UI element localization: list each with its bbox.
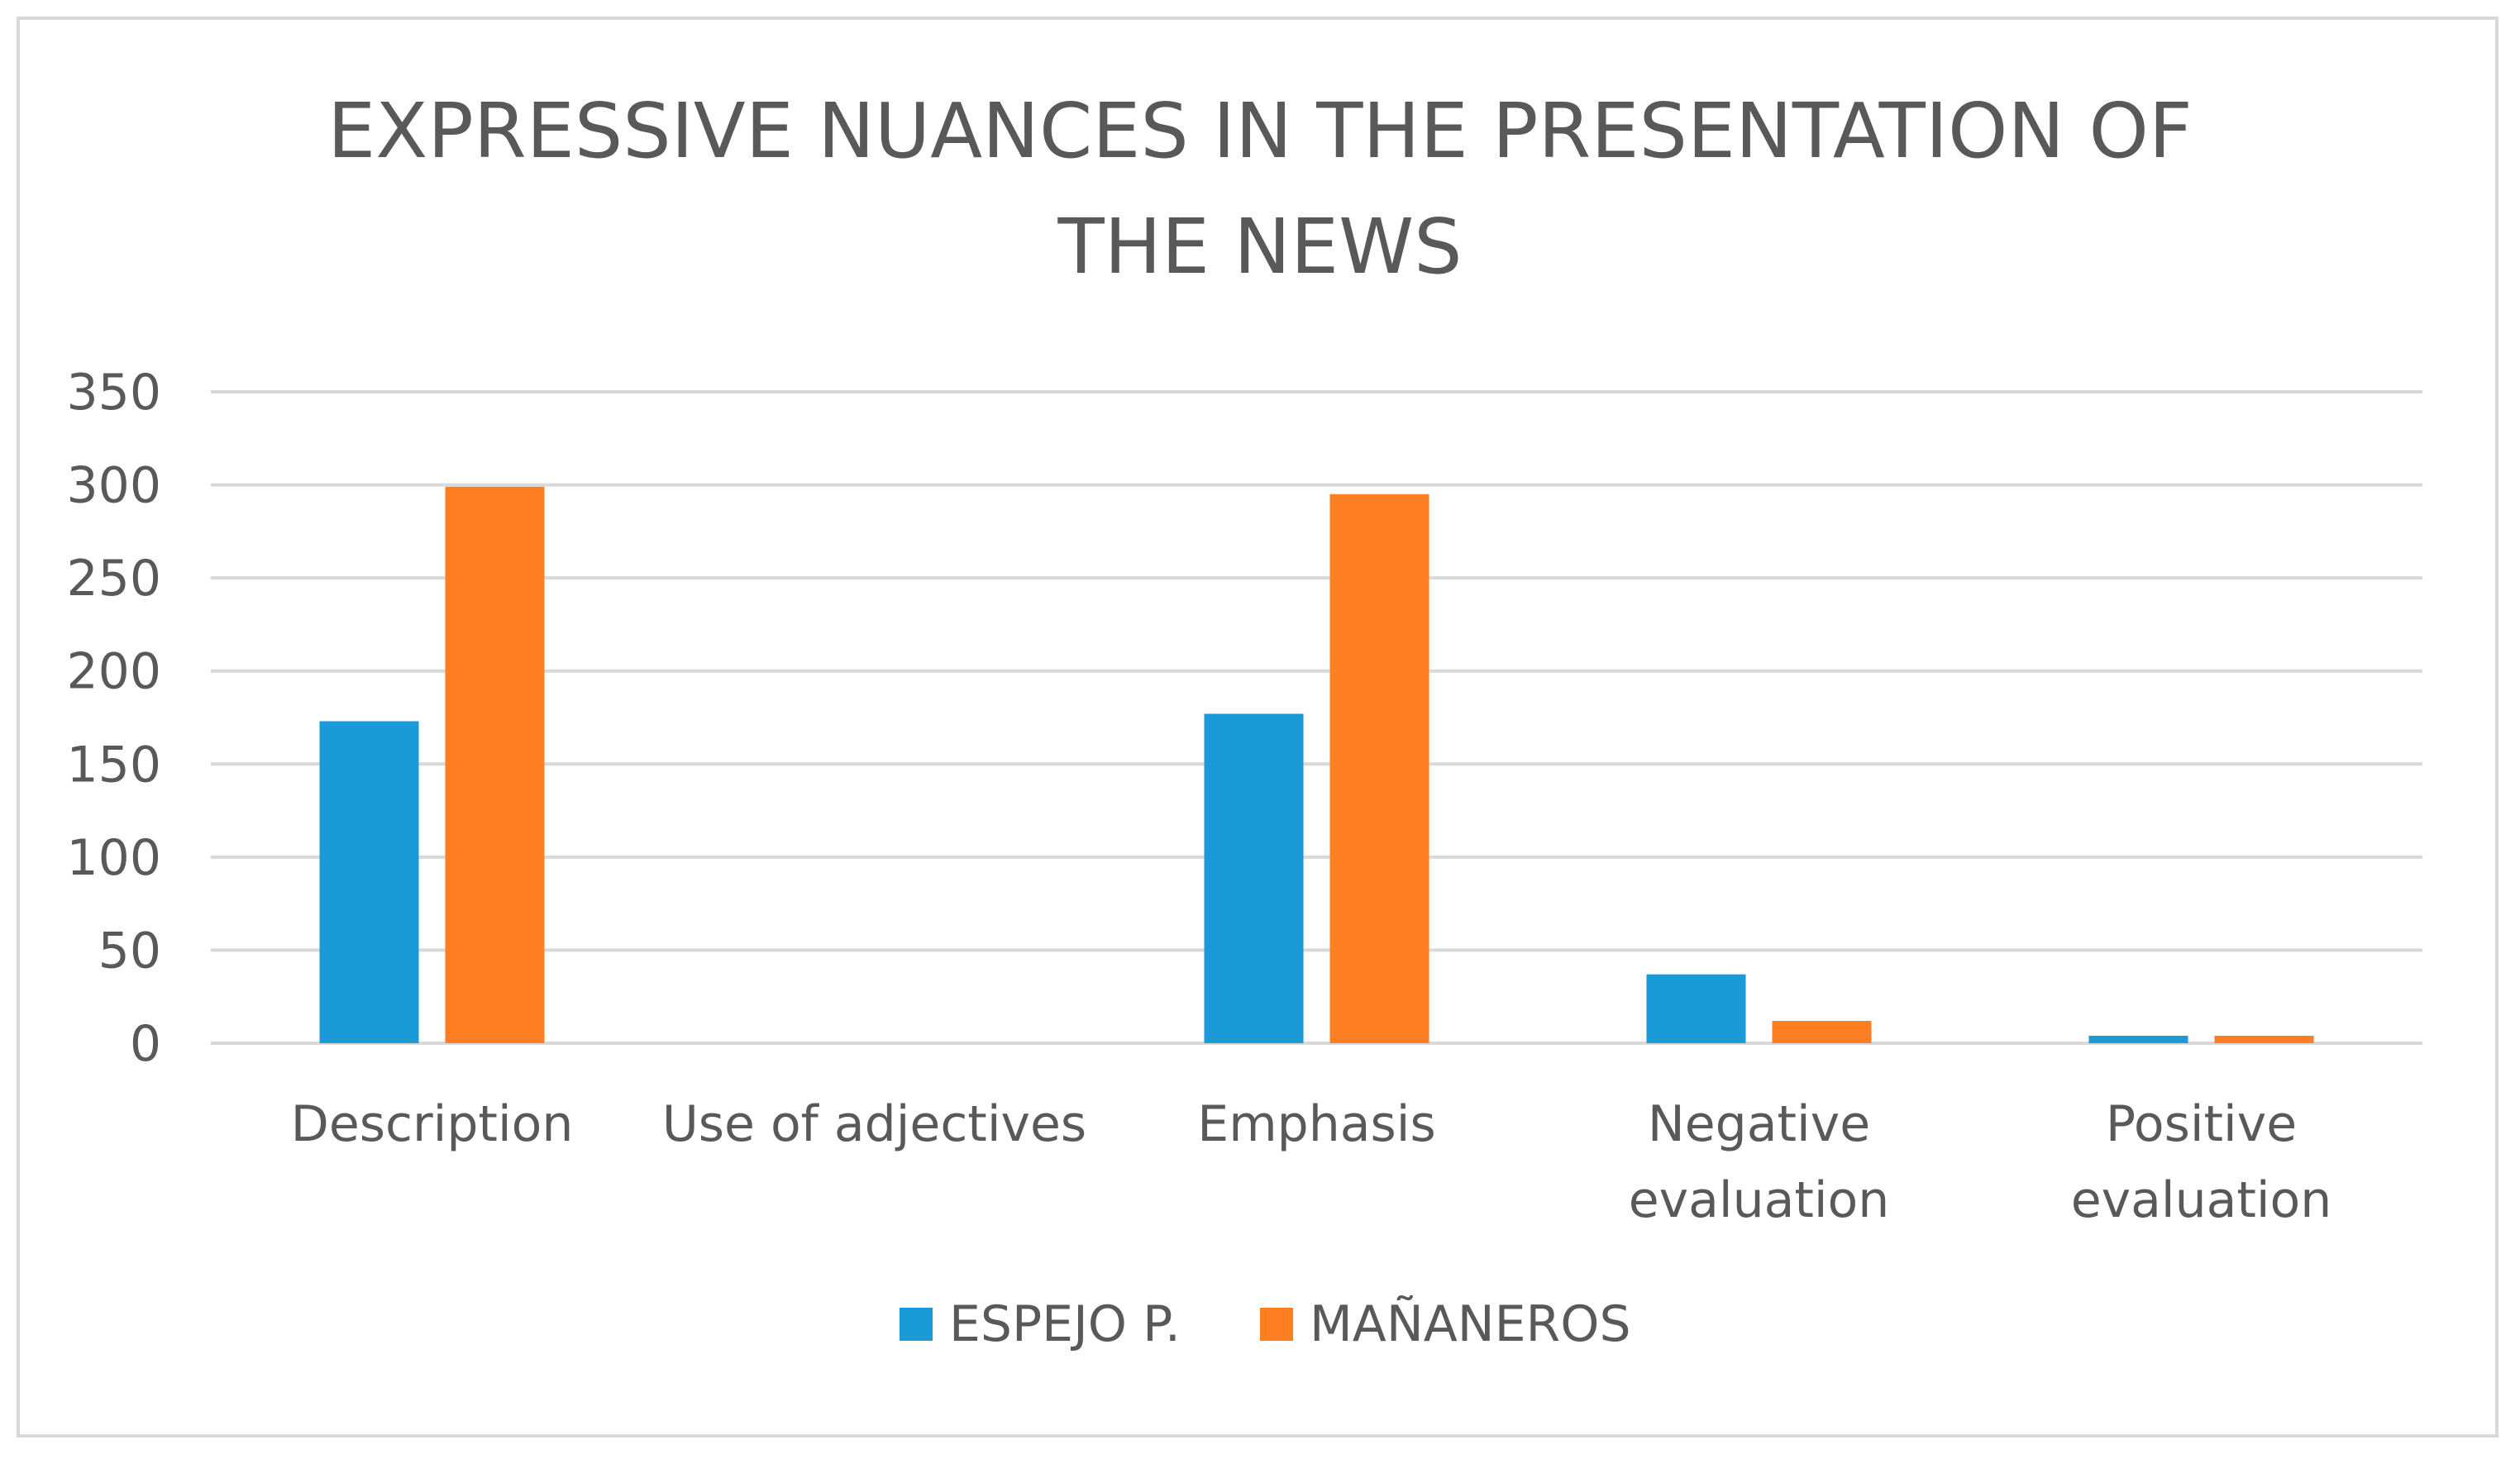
- x-category-label: Emphasis: [1197, 1095, 1435, 1153]
- legend-label: MAÑANEROS: [1310, 1295, 1631, 1353]
- bars: [319, 486, 2314, 1043]
- y-tick-label: 150: [66, 736, 161, 794]
- legend-swatch: [900, 1308, 933, 1341]
- legend-swatch: [1260, 1308, 1293, 1341]
- x-axis-categories: Description Use of adjectives Emphasis Nega…: [291, 1095, 2332, 1229]
- bar-ma-aneros-description: [445, 486, 545, 1043]
- y-tick-label: 200: [66, 643, 161, 701]
- bar-espejo-p-emphasis: [1204, 713, 1304, 1043]
- bar-espejo-p-negative-evaluation: [1646, 974, 1746, 1043]
- y-tick-label: 50: [98, 922, 161, 980]
- x-category-label: Description: [291, 1095, 574, 1153]
- y-tick-label: 0: [130, 1015, 161, 1073]
- y-tick-label: 250: [66, 550, 161, 608]
- bar-ma-aneros-positive-evaluation: [2214, 1035, 2314, 1043]
- gridlines: [211, 390, 2422, 1045]
- chart-title-line: EXPRESSIVE NUANCES IN THE PRESENTATION O…: [327, 87, 2193, 175]
- bar-espejo-p-description: [319, 721, 419, 1043]
- legend: ESPEJO P. MAÑANEROS: [900, 1295, 1631, 1353]
- bar-ma-aneros-negative-evaluation: [1772, 1020, 1872, 1043]
- bar-ma-aneros-emphasis: [1329, 493, 1429, 1043]
- y-tick-label: 100: [66, 829, 161, 887]
- x-category-label: Use of adjectives: [662, 1095, 1086, 1153]
- x-category-label: Negative: [1648, 1095, 1870, 1153]
- x-category-label: Positive: [2106, 1095, 2297, 1153]
- x-category-label: evaluation: [1629, 1171, 1890, 1229]
- legend-label: ESPEJO P.: [949, 1295, 1181, 1353]
- chart-title-line: THE NEWS: [1057, 203, 1462, 291]
- bar-espejo-p-positive-evaluation: [2088, 1035, 2188, 1043]
- chart-title: EXPRESSIVE NUANCES IN THE PRESENTATION O…: [327, 87, 2193, 291]
- y-tick-label: 350: [66, 364, 161, 422]
- y-axis-ticks: 0 50 100 150 200 250 300 350: [66, 364, 161, 1073]
- x-category-label: evaluation: [2071, 1171, 2332, 1229]
- y-tick-label: 300: [66, 457, 161, 515]
